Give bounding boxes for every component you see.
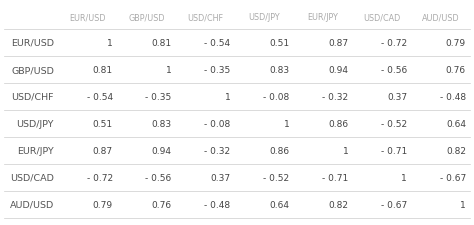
Text: - 0.56: - 0.56 [381,66,407,75]
Text: - 0.48: - 0.48 [204,200,230,209]
Text: 0.37: 0.37 [210,173,230,182]
Text: - 0.35: - 0.35 [146,93,172,101]
Text: 0.87: 0.87 [93,146,113,155]
Text: EUR/USD: EUR/USD [11,39,54,48]
Text: USD/CHF: USD/CHF [187,14,223,22]
Text: 1: 1 [107,39,113,48]
Text: USD/JPY: USD/JPY [17,119,54,128]
Text: - 0.32: - 0.32 [322,93,348,101]
Text: 0.86: 0.86 [328,119,348,128]
Text: 0.79: 0.79 [446,39,466,48]
Text: EUR/JPY: EUR/JPY [308,14,338,22]
Text: 1: 1 [225,93,230,101]
Text: - 0.67: - 0.67 [381,200,407,209]
Text: GBP/USD: GBP/USD [11,66,54,75]
Text: 0.82: 0.82 [328,200,348,209]
Text: - 0.54: - 0.54 [87,93,113,101]
Text: EUR/USD: EUR/USD [69,14,106,22]
Text: - 0.08: - 0.08 [204,119,230,128]
Text: 1: 1 [283,119,290,128]
Text: 0.79: 0.79 [93,200,113,209]
Text: 1: 1 [460,200,466,209]
Text: - 0.67: - 0.67 [440,173,466,182]
Text: USD/JPY: USD/JPY [248,14,280,22]
Text: 0.76: 0.76 [446,66,466,75]
Text: 0.83: 0.83 [269,66,290,75]
Text: 0.51: 0.51 [93,119,113,128]
Text: - 0.52: - 0.52 [263,173,290,182]
Text: 1: 1 [343,146,348,155]
Text: - 0.35: - 0.35 [204,66,230,75]
Text: USD/CAD: USD/CAD [10,173,54,182]
Text: 0.81: 0.81 [152,39,172,48]
Text: AUD/USD: AUD/USD [10,200,54,209]
Text: - 0.32: - 0.32 [204,146,230,155]
Text: - 0.72: - 0.72 [87,173,113,182]
Text: 0.64: 0.64 [446,119,466,128]
Text: 0.76: 0.76 [152,200,172,209]
Text: - 0.48: - 0.48 [440,93,466,101]
Text: 0.82: 0.82 [446,146,466,155]
Text: - 0.56: - 0.56 [146,173,172,182]
Text: 0.37: 0.37 [387,93,407,101]
Text: AUD/USD: AUD/USD [422,14,459,22]
Text: USD/CHF: USD/CHF [11,93,54,101]
Text: - 0.52: - 0.52 [381,119,407,128]
Text: - 0.71: - 0.71 [322,173,348,182]
Text: 0.51: 0.51 [269,39,290,48]
Text: 0.64: 0.64 [269,200,290,209]
Text: GBP/USD: GBP/USD [128,14,164,22]
Text: USD/CAD: USD/CAD [363,14,401,22]
Text: 0.94: 0.94 [328,66,348,75]
Text: 1: 1 [401,173,407,182]
Text: EUR/JPY: EUR/JPY [17,146,54,155]
Text: 0.83: 0.83 [152,119,172,128]
Text: 0.87: 0.87 [328,39,348,48]
Text: - 0.72: - 0.72 [381,39,407,48]
Text: - 0.54: - 0.54 [204,39,230,48]
Text: 0.86: 0.86 [269,146,290,155]
Text: - 0.71: - 0.71 [381,146,407,155]
Text: - 0.08: - 0.08 [263,93,290,101]
Text: 0.94: 0.94 [152,146,172,155]
Text: 1: 1 [166,66,172,75]
Text: 0.81: 0.81 [93,66,113,75]
